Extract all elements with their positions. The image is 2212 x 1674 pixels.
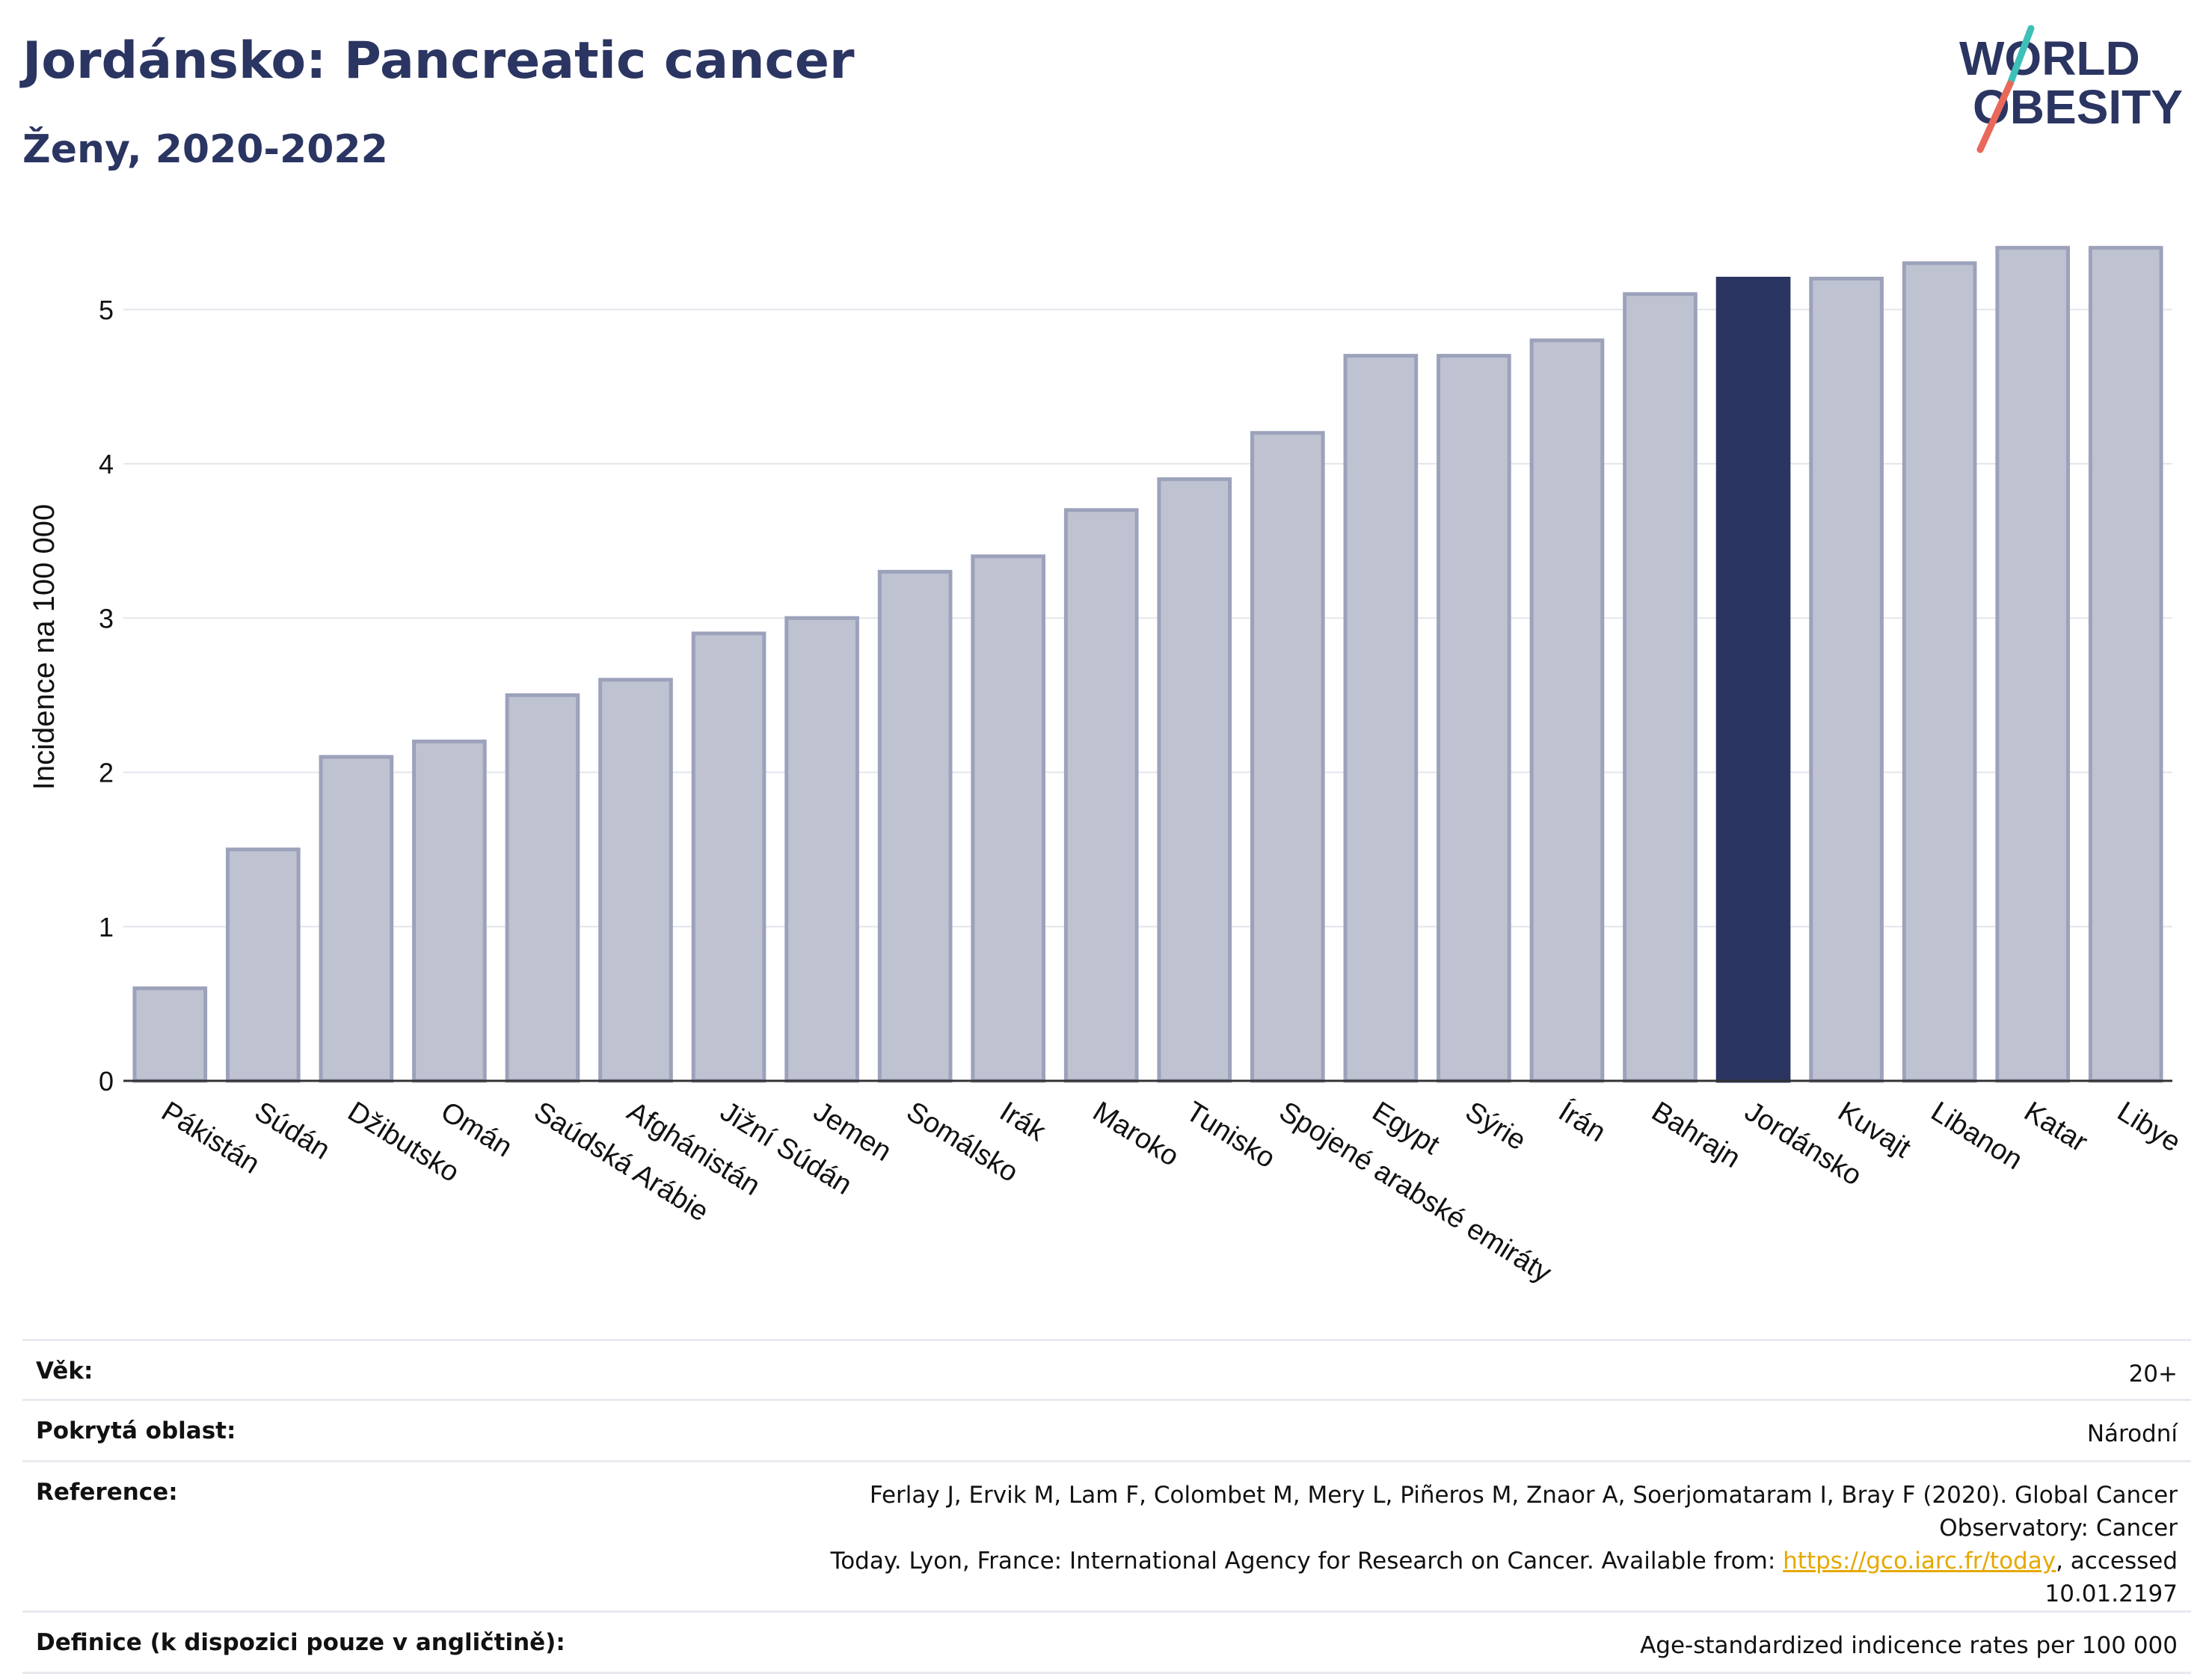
chart-title: Jordánsko: Pancreatic cancer [22,31,855,91]
reference-value: Ferlay J, Ervik M, Lam F, Colombet M, Me… [770,1460,2191,1613]
logo-line1: WORLD [1959,31,2140,85]
bar-Saúdská Arábie [505,693,580,1083]
x-tick-label: Tunisko [1181,1096,1281,1174]
reference-label: Reference: [22,1460,770,1613]
reference-accessed: , accessed 10.01.2197 [2044,1548,2178,1607]
world-obesity-logo: WORLD OBESITY [1959,25,2183,153]
bar-Kuvajt [1809,277,1884,1083]
x-tick-label: Libye [2112,1096,2186,1159]
reference-line1: Ferlay J, Ervik M, Lam F, Colombet M, Me… [869,1482,2178,1542]
bar-Jordánsko [1715,277,1791,1083]
bar-Tunisko [1157,477,1232,1083]
y-axis-label: Incidence na 100 000 [28,504,61,791]
x-tick-label: Katar [2018,1096,2093,1159]
age-value: 20+ [770,1339,2191,1401]
y-tick-label: 4 [99,449,114,479]
bar-Afghánistán [598,678,673,1083]
bar-Írán [1529,338,1605,1083]
bar-Jižní Súdán [691,631,766,1083]
info-row-reference: Reference: Ferlay J, Ervik M, Lam F, Col… [22,1460,2191,1613]
bar-Jemen [784,616,859,1083]
bar-Súdán [225,847,301,1083]
age-label: Věk: [22,1339,770,1401]
info-table: Věk: 20+ Pokrytá oblast: Národní Referen… [22,1339,2191,1674]
bar-Omán [412,739,487,1083]
bar-Spojené arabské emiráty [1250,431,1325,1083]
bar-Džibutsko [319,755,394,1083]
bar-Pákistán [132,986,208,1083]
y-tick-labels: 0 1 2 3 4 5 [99,295,114,1097]
x-tick-label: Bahrajn [1646,1096,1745,1174]
x-tick-label: Sýrie [1460,1096,1531,1156]
y-tick-label: 3 [99,603,114,634]
bar-Libye [2088,245,2163,1083]
bar-Egypt [1343,354,1419,1083]
x-tick-label: Libanon [1926,1096,2028,1176]
area-label: Pokrytá oblast: [22,1399,770,1462]
bar-Katar [1995,245,2071,1083]
chart-subtitle: Ženy, 2020-2022 [22,127,388,172]
definition-value: Age-standardized indicence rates per 100… [770,1610,2191,1674]
area-value: Národní [770,1399,2191,1462]
reference-line2: Today. Lyon, France: International Agenc… [830,1548,1784,1575]
bar-Somálsko [877,569,953,1083]
info-row-area: Pokrytá oblast: Národní [22,1399,2191,1462]
x-tick-label: Maroko [1087,1096,1185,1173]
x-tick-label: Irák [994,1096,1051,1148]
y-tick-label: 2 [99,758,114,788]
bars [132,245,2163,1083]
x-tick-label: Írán [1553,1095,1612,1148]
bar-Sýrie [1437,354,1511,1083]
y-tick-label: 1 [99,912,114,942]
info-row-definition: Definice (k dispozici pouze v angličtině… [22,1610,2191,1674]
bar-Bahrajn [1623,292,1698,1083]
x-tick-label: Pákistán [156,1096,265,1180]
reference-link[interactable]: https://gco.iarc.fr/today [1783,1548,2056,1575]
info-row-age: Věk: 20+ [22,1339,2191,1401]
logo-slash-top [2006,25,2035,88]
y-tick-label: 0 [99,1066,114,1097]
definition-label: Definice (k dispozici pouze v angličtině… [22,1610,770,1674]
bar-Irák [971,554,1046,1083]
logo-slash-bottom [1976,80,2014,153]
y-tick-label: 5 [99,295,114,325]
bar-Maroko [1063,508,1139,1083]
bar-Libanon [1902,261,1977,1083]
